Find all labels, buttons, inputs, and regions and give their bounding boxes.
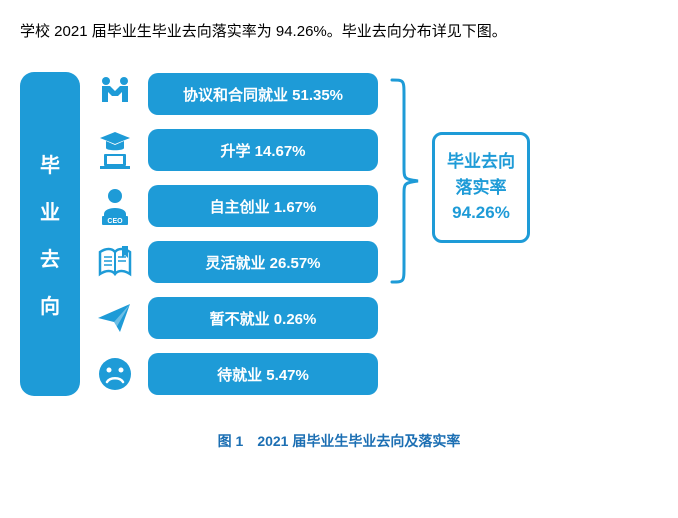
- handshake-icon: [92, 72, 138, 116]
- diagram: 毕 业 去 向 协议和合同就业 51.35%: [20, 72, 658, 396]
- category-pill: 协议和合同就业 51.35%: [148, 73, 378, 115]
- figure-caption: 图 1 2021 届毕业生毕业去向及落实率: [20, 431, 658, 451]
- ceo-icon: CEO: [92, 184, 138, 228]
- category-pill: 升学 14.67%: [148, 129, 378, 171]
- intro-text: 学校 2021 届毕业生毕业去向落实率为 94.26%。毕业去向分布详见下图。: [20, 20, 658, 44]
- row-item: 协议和合同就业 51.35%: [92, 72, 378, 116]
- row-item: 灵活就业 26.57%: [92, 240, 378, 284]
- summary-box: 毕业去向 落实率 94.26%: [432, 132, 530, 243]
- category-pill: 暂不就业 0.26%: [148, 297, 378, 339]
- graduation-icon: [92, 128, 138, 172]
- row-item: CEO 自主创业 1.67%: [92, 184, 378, 228]
- summary-line: 落实率: [447, 175, 515, 201]
- category-pillar: 毕 业 去 向: [20, 72, 80, 396]
- row-item: 暂不就业 0.26%: [92, 296, 378, 340]
- category-pill: 灵活就业 26.57%: [148, 241, 378, 283]
- pillar-char: 去: [40, 243, 60, 272]
- pillar-char: 毕: [40, 149, 60, 178]
- summary-value: 94.26%: [447, 200, 515, 226]
- pillar-char: 向: [40, 290, 60, 319]
- row-item: 待就业 5.47%: [92, 352, 378, 396]
- summary-line: 毕业去向: [447, 149, 515, 175]
- sad-face-icon: [92, 352, 138, 396]
- svg-text:CEO: CEO: [107, 218, 123, 225]
- category-pill: 自主创业 1.67%: [148, 185, 378, 227]
- paper-plane-icon: [92, 296, 138, 340]
- pillar-char: 业: [40, 196, 60, 225]
- row-item: 升学 14.67%: [92, 128, 378, 172]
- book-icon: [92, 240, 138, 284]
- rows-column: 协议和合同就业 51.35% 升学 14.67% C: [92, 72, 378, 396]
- category-pill: 待就业 5.47%: [148, 353, 378, 395]
- bracket: [390, 72, 420, 396]
